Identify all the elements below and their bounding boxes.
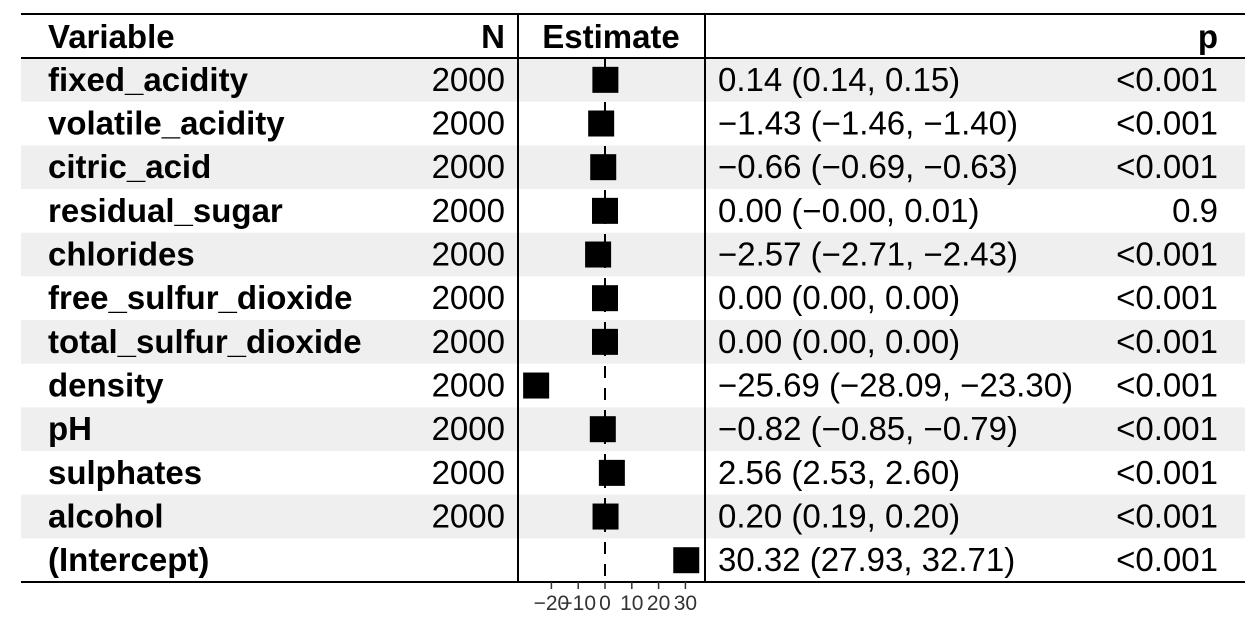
p-value: <0.001 <box>1116 541 1218 578</box>
estimate-ci-text: −1.43 (−1.46, −1.40) <box>718 105 1018 142</box>
table-row: sulphates 2000 2.56 (2.53, 2.60) <0.001 <box>48 454 1218 491</box>
estimate-ci-text: −25.69 (−28.09, −23.30) <box>718 367 1073 404</box>
variable-label: sulphates <box>48 454 202 491</box>
row-stripe <box>21 232 1245 277</box>
n-value: 2000 <box>432 323 505 360</box>
estimate-ci-text: −2.57 (−2.71, −2.43) <box>718 236 1018 273</box>
estimate-ci-text: 0.14 (0.14, 0.15) <box>718 61 960 98</box>
estimate-box <box>592 66 619 93</box>
estimate-box <box>585 241 612 268</box>
p-value: <0.001 <box>1116 105 1218 142</box>
header-n: N <box>481 18 505 55</box>
variable-label: (Intercept) <box>48 541 209 578</box>
row-stripe <box>21 145 1245 190</box>
x-tick-label: 30 <box>674 592 697 615</box>
variable-label: citric_acid <box>48 148 211 185</box>
estimate-box <box>598 459 625 486</box>
variable-label: pH <box>48 410 92 447</box>
estimate-ci-text: 2.56 (2.53, 2.60) <box>718 454 960 491</box>
table-row: pH 2000 −0.82 (−0.85, −0.79) <0.001 <box>48 410 1218 447</box>
x-tick-label: 0 <box>599 592 611 615</box>
header-estimate: Estimate <box>542 18 680 55</box>
variable-label: residual_sugar <box>48 192 283 229</box>
p-value: <0.001 <box>1116 148 1218 185</box>
x-tick-label: −10 <box>560 592 596 615</box>
estimate-ci-text: 0.20 (0.19, 0.20) <box>718 498 960 535</box>
estimate-box <box>588 110 615 137</box>
n-value: 2000 <box>432 498 505 535</box>
p-value: <0.001 <box>1116 498 1218 535</box>
estimate-box <box>592 503 619 530</box>
estimate-ci-text: 0.00 (0.00, 0.00) <box>718 323 960 360</box>
table-rows: fixed_acidity 2000 0.14 (0.14, 0.15) <0.001… <box>48 61 1218 578</box>
table-row: free_sulfur_dioxide 2000 0.00 (0.00, 0.00)… <box>48 279 1218 316</box>
table-row: density 2000 −25.69 (−28.09, −23.30) <0.001 <box>48 367 1218 404</box>
table-row: volatile_acidity 2000 −1.43 (−1.46, −1.40)… <box>48 105 1218 142</box>
table-header: Variable N Estimate p <box>48 18 1218 55</box>
p-value: <0.001 <box>1116 367 1218 404</box>
n-value: 2000 <box>432 61 505 98</box>
n-value: 2000 <box>432 279 505 316</box>
table-row: (Intercept) 30.32 (27.93, 32.71) <0.001 <box>48 541 1218 578</box>
estimate-box <box>592 285 618 312</box>
row-stripe <box>21 320 1245 364</box>
table-row: total_sulfur_dioxide 2000 0.00 (0.00, 0.00… <box>48 323 1218 360</box>
x-tick-label: 20 <box>647 592 670 615</box>
estimate-box <box>523 372 550 399</box>
estimate-ci-text: 30.32 (27.93, 32.71) <box>718 541 1015 578</box>
variable-label: alcohol <box>48 498 164 535</box>
row-stripe <box>21 58 1245 102</box>
table-frame <box>21 13 1245 583</box>
n-value: 2000 <box>432 105 505 142</box>
forest-panel <box>523 58 700 582</box>
header-variable: Variable <box>48 18 175 55</box>
estimate-box <box>592 197 618 224</box>
table-row: residual_sugar 2000 0.00 (−0.00, 0.01) 0.9 <box>48 192 1218 229</box>
estimate-box <box>589 416 616 443</box>
variable-label: total_sulfur_dioxide <box>48 323 362 360</box>
table-row: citric_acid 2000 −0.66 (−0.69, −0.63) <0.00… <box>48 148 1218 185</box>
estimate-box <box>590 154 617 181</box>
estimate-box <box>592 328 618 355</box>
variable-label: density <box>48 367 164 404</box>
table-row: chlorides 2000 −2.57 (−2.71, −2.43) <0.001 <box>48 236 1218 273</box>
header-p: p <box>1198 18 1218 55</box>
n-value: 2000 <box>432 148 505 185</box>
p-value: <0.001 <box>1116 410 1218 447</box>
n-value: 2000 <box>432 410 505 447</box>
estimate-ci-text: −0.82 (−0.85, −0.79) <box>718 410 1018 447</box>
table-row: alcohol 2000 0.20 (0.19, 0.20) <0.001 <box>48 498 1218 535</box>
x-tick-label: 10 <box>620 592 643 615</box>
x-axis: −20−10 0 10 20 30 <box>534 582 697 615</box>
estimate-ci-text: −0.66 (−0.69, −0.63) <box>718 148 1018 185</box>
n-value: 2000 <box>432 236 505 273</box>
x-tick-label: −20 <box>534 592 570 615</box>
p-value: 0.9 <box>1172 192 1218 229</box>
estimate-ci-text: 0.00 (0.00, 0.00) <box>718 279 960 316</box>
estimate-box <box>673 547 700 574</box>
row-stripes <box>21 58 1245 539</box>
p-value: <0.001 <box>1116 236 1218 273</box>
p-value: <0.001 <box>1116 323 1218 360</box>
p-value: <0.001 <box>1116 454 1218 491</box>
row-stripe <box>21 407 1245 452</box>
p-value: <0.001 <box>1116 279 1218 316</box>
estimate-ci-text: 0.00 (−0.00, 0.01) <box>718 192 979 229</box>
table-row: fixed_acidity 2000 0.14 (0.14, 0.15) <0.001 <box>48 61 1218 98</box>
variable-label: fixed_acidity <box>48 61 249 98</box>
variable-label: chlorides <box>48 236 195 273</box>
variable-label: volatile_acidity <box>48 105 285 142</box>
n-value: 2000 <box>432 367 505 404</box>
n-value: 2000 <box>432 192 505 229</box>
row-stripe <box>21 494 1245 539</box>
n-value: 2000 <box>432 454 505 491</box>
p-value: <0.001 <box>1116 61 1218 98</box>
variable-label: free_sulfur_dioxide <box>48 279 352 316</box>
